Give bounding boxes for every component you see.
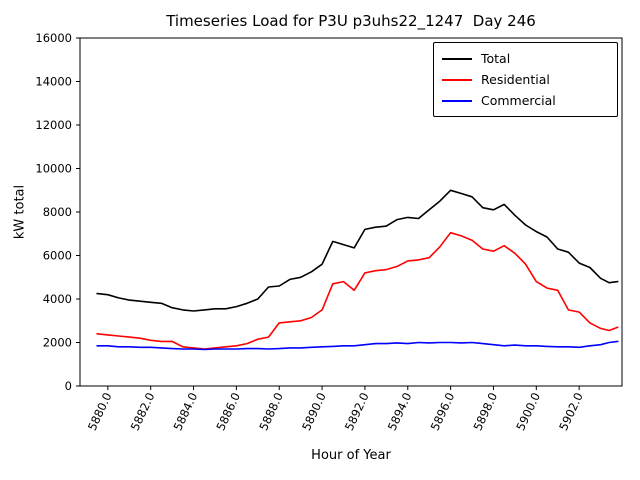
x-tick-label: 5892.0: [342, 390, 372, 432]
x-tick-label: 5886.0: [213, 390, 243, 432]
legend-label-commercial: Commercial: [481, 93, 556, 108]
legend-entry-commercial: Commercial: [442, 90, 609, 111]
y-tick-label: 14000: [35, 75, 72, 89]
series-line-residential: [96, 231, 619, 350]
legend-label-residential: Residential: [481, 72, 550, 87]
legend: Total Residential Commercial: [433, 42, 618, 117]
series-line-commercial: [96, 340, 619, 351]
x-tick-label: 5890.0: [299, 390, 329, 432]
x-tick-label: 5894.0: [385, 390, 415, 432]
x-tick-label: 5884.0: [171, 390, 201, 432]
y-tick-label: 8000: [43, 205, 72, 219]
legend-line-residential-icon: [442, 78, 472, 81]
y-tick-label: 10000: [35, 162, 72, 176]
y-tick-label: 12000: [35, 118, 72, 132]
x-tick-label: 5896.0: [428, 390, 458, 432]
x-tick-label: 5900.0: [513, 390, 543, 432]
legend-entry-total: Total: [442, 48, 609, 69]
y-tick-label: 6000: [43, 249, 72, 263]
x-tick-label: 5880.0: [85, 390, 115, 432]
legend-line-total-icon: [442, 57, 472, 60]
series-line-total: [96, 189, 619, 312]
x-axis-label: Hour of Year: [311, 448, 391, 463]
x-tick-label: 5902.0: [556, 390, 586, 432]
y-tick-label: 0: [65, 379, 72, 393]
legend-label-total: Total: [481, 51, 511, 66]
y-tick-label: 16000: [35, 31, 72, 45]
x-tick-label: 5898.0: [470, 390, 500, 432]
x-tick-label: 5888.0: [256, 390, 286, 432]
legend-entry-residential: Residential: [442, 69, 609, 90]
x-tick-label: 5882.0: [128, 390, 158, 432]
y-tick-label: 2000: [43, 336, 72, 350]
legend-line-commercial-icon: [442, 99, 472, 102]
chart-title: Timeseries Load for P3U p3uhs22_1247 Day…: [166, 12, 536, 30]
y-tick-label: 4000: [43, 292, 72, 306]
